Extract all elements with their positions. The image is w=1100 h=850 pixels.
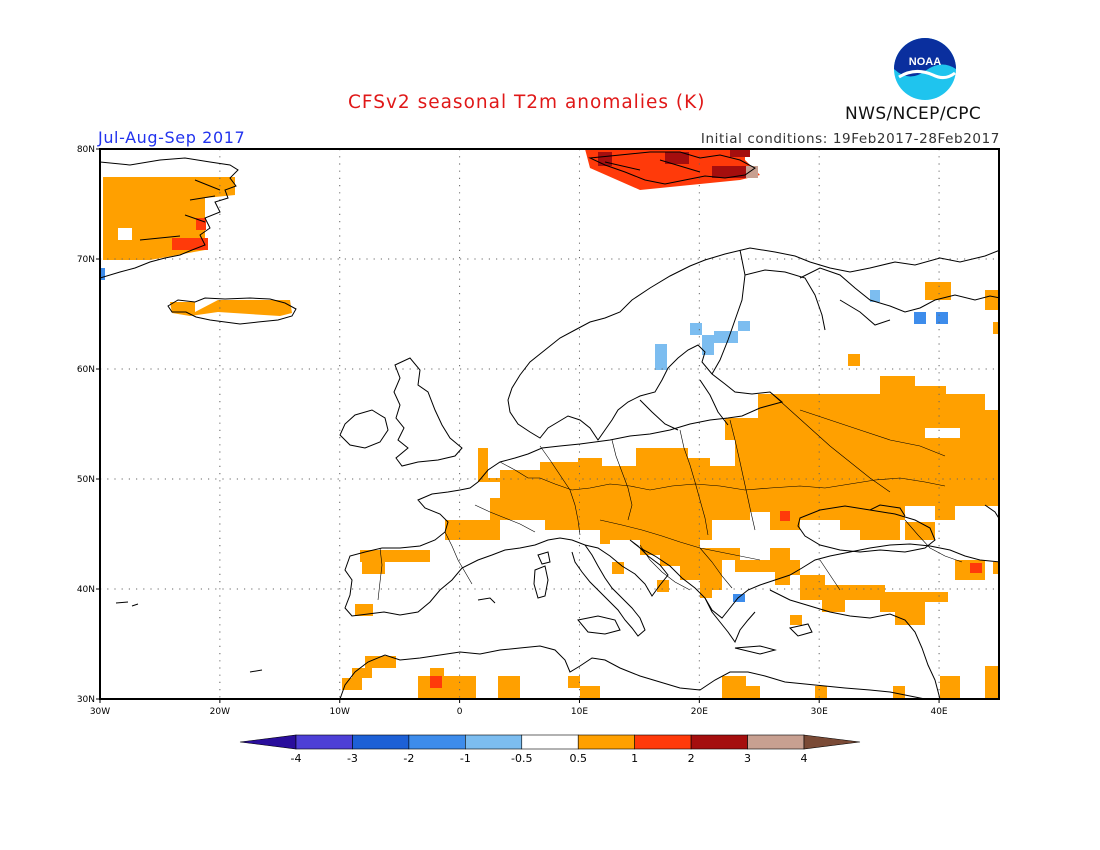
anomaly-greenland-east [103,177,235,260]
anomaly-algeria-red [430,676,442,688]
tick-label-lat: 40N [77,585,95,595]
tick-label-lat: 70N [77,255,95,265]
colorbar-swatch [521,734,579,750]
forecast-period: Jul-Aug-Sep 2017 [98,128,246,147]
colorbar-swatch [352,734,410,750]
colorbar-swatch [465,734,523,750]
tick-label-lat: 50N [77,475,95,485]
agency-label: NWS/NCEP/CPC [845,104,982,124]
colorbar-arrow-left [239,734,297,750]
country-borders [377,391,963,601]
map-grid [100,149,999,699]
colorbar-label: 2 [688,752,695,765]
tick-label-lon: 30E [811,707,828,717]
anomaly-turkey [800,575,948,625]
colorbar-label: -4 [291,752,302,765]
tick-label-lon: 30W [90,707,110,717]
colorbar-label: 1 [631,752,638,765]
axis-labels: 30W 20W 10W 0 10E 20E 30E 40E 30N 40N 50N 60N 70N 80N [77,145,948,717]
colorbar-label: -0.5 [511,752,532,765]
colorbar-label: -1 [460,752,471,765]
tick-label-lon: 40E [930,707,947,717]
colorbar-legend: -4 -3 -2 -1 -0.5 0.5 1 2 3 4 [239,734,861,765]
noaa-logo-icon: NOAA [894,38,956,100]
colorbar-swatch [747,734,805,750]
colorbar-label: 3 [744,752,751,765]
anomaly-scandinavia-neg [655,344,667,370]
colorbar-swatch [690,734,748,750]
tick-label-lon: 10E [571,707,588,717]
anomaly-romania-red [780,511,790,521]
tick-label-lon: 20E [691,707,708,717]
colorbar-swatch [634,734,692,750]
tick-label-lon: 20W [210,707,230,717]
axis-ticks [96,148,940,703]
anomaly-iceland [170,300,292,316]
svg-text:NOAA: NOAA [909,56,941,68]
tick-label-lon: 10W [330,707,350,717]
anomaly-north-africa [342,656,396,690]
colorbar-label: 4 [801,752,808,765]
initial-conditions: Initial conditions: 19Feb2017-28Feb2017 [700,131,1000,147]
tick-label-lon: 0 [457,707,463,717]
tick-label-lat: 30N [77,695,95,705]
map-title: CFSv2 seasonal T2m anomalies (K) [348,92,706,113]
colorbar-label: -3 [347,752,358,765]
coastlines [100,151,999,699]
anomaly-svalbard [585,149,760,190]
colorbar-label: 0.5 [569,752,587,765]
colorbar-label: -2 [403,752,414,765]
map-frame [99,148,1000,700]
colorbar-swatch [577,734,635,750]
colorbar-arrow-right [803,734,861,750]
anomaly-balkans [640,540,800,590]
anomaly-central-europe [445,448,750,548]
anomaly-east-europe [725,376,999,530]
tick-label-lat: 60N [77,365,95,375]
anomaly-iberia [360,550,430,574]
colorbar-swatch [408,734,466,750]
tick-label-lat: 80N [77,145,95,155]
colorbar-swatch [295,734,353,750]
anomaly-layer [100,149,999,699]
